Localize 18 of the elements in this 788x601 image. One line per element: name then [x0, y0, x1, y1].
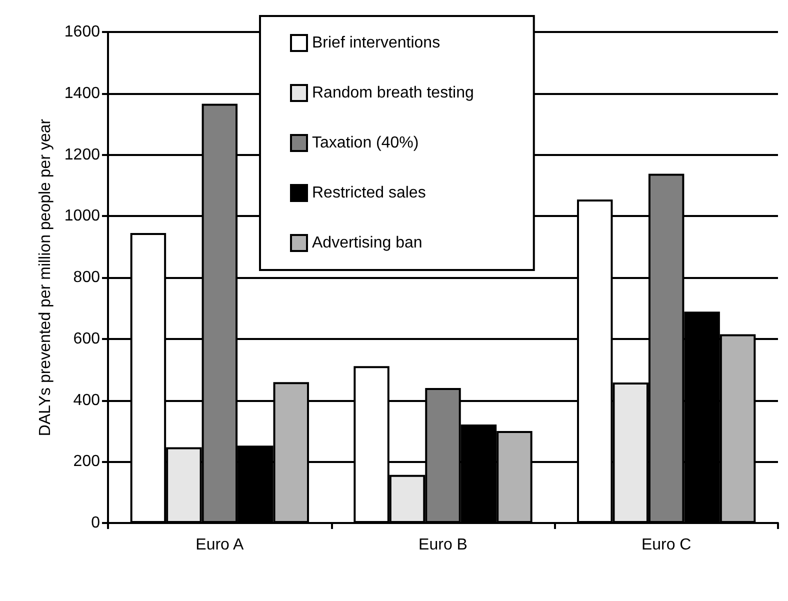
y-tick-label: 1000 [64, 208, 100, 225]
legend-label: Random breath testing [312, 84, 474, 102]
x-tick-label: Euro A [196, 536, 244, 554]
y-tick-label: 800 [73, 269, 100, 286]
legend-label: Taxation (40%) [312, 134, 419, 152]
y-tick-label: 1200 [64, 146, 100, 164]
legend-label: Restricted sales [312, 184, 426, 202]
y-axis-title: DALYs prevented per million people per year [37, 118, 54, 436]
y-tick-label: 600 [73, 330, 100, 348]
y-tick-label: 200 [73, 453, 100, 470]
y-tick-label: 1400 [64, 84, 100, 102]
y-tick-label: 1600 [64, 24, 100, 40]
legend-label: Advertising ban [312, 234, 422, 252]
legend-label: Brief interventions [312, 34, 440, 52]
y-tick-label: 400 [73, 392, 100, 409]
y-tick-label: 0 [91, 514, 100, 532]
x-tick-label: Euro B [418, 536, 468, 554]
x-tick-label: Euro C [641, 536, 692, 554]
